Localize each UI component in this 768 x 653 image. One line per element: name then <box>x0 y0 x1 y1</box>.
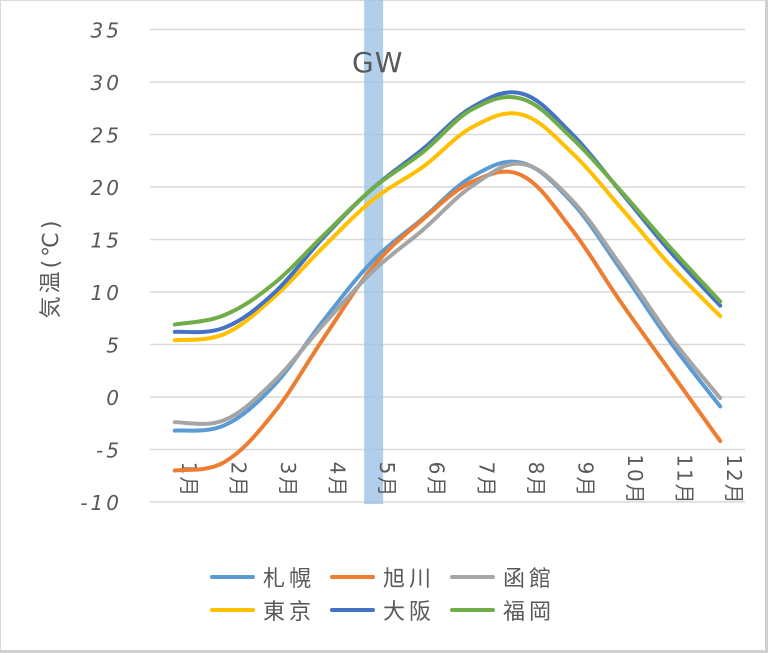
legend-row: 札幌 旭川 函館 <box>210 560 570 593</box>
gw-label: GW <box>352 46 403 79</box>
legend-label: 旭川 <box>383 566 436 592</box>
legend-swatch-icon <box>330 607 375 612</box>
y-tick-label: 15 <box>91 229 122 253</box>
legend-swatch-icon <box>450 607 495 612</box>
y-tick-label: -5 <box>96 439 122 463</box>
x-tick-label: 12月 <box>722 454 746 505</box>
legend-item: 札幌 <box>210 561 330 593</box>
x-tick-label: 4月 <box>326 462 350 499</box>
x-tick-label: 11月 <box>673 454 697 505</box>
x-tick-label: 6月 <box>425 462 449 499</box>
x-axis-ticks: 1月 2月 3月 4月 5月 6月 7月 8月 9月 10月 11月 12月 <box>177 454 746 505</box>
x-tick-label: 7月 <box>474 462 498 499</box>
frame-edge-bottom <box>0 650 768 653</box>
legend-swatch-icon <box>330 574 375 579</box>
gw-band <box>364 0 384 504</box>
y-axis-label: 気温(℃) <box>39 218 64 319</box>
legend-swatch-icon <box>210 607 255 612</box>
y-tick-label: 0 <box>106 386 122 410</box>
y-tick-label: 30 <box>91 71 122 95</box>
legend-label: 札幌 <box>263 566 316 592</box>
y-tick-label: 25 <box>91 124 122 148</box>
x-tick-label: 2月 <box>226 462 250 499</box>
legend-label: 東京 <box>263 599 316 625</box>
frame-edge-right <box>765 0 768 653</box>
y-tick-label: 5 <box>106 334 122 358</box>
y-tick-label: -10 <box>80 491 122 515</box>
y-axis-ticks: 35 30 25 20 15 10 5 0 -5 -10 <box>80 19 122 516</box>
legend-label: 函館 <box>503 566 556 592</box>
legend-label: 大阪 <box>383 599 436 625</box>
legend-item: 福岡 <box>450 594 570 626</box>
gridlines <box>150 28 745 503</box>
legend-row: 東京 大阪 福岡 <box>210 593 570 626</box>
legend-item: 大阪 <box>330 594 450 626</box>
y-tick-label: 35 <box>91 19 122 43</box>
x-tick-label: 8月 <box>524 462 548 499</box>
x-tick-label: 5月 <box>375 462 399 499</box>
legend-item: 函館 <box>450 561 570 593</box>
series-line-福岡 <box>172 94 723 327</box>
data-lines <box>172 90 723 473</box>
series-line-東京 <box>172 111 723 343</box>
series-line-札幌 <box>172 159 723 433</box>
y-tick-label: 20 <box>91 176 122 200</box>
x-tick-label: 1月 <box>177 462 201 499</box>
legend-item: 旭川 <box>330 561 450 593</box>
legend: 札幌 旭川 函館東京 大阪 福岡 <box>210 560 570 626</box>
x-tick-label: 3月 <box>276 462 300 499</box>
legend-swatch-icon <box>210 574 255 579</box>
series-line-旭川 <box>172 169 723 473</box>
legend-item: 東京 <box>210 594 330 626</box>
x-tick-label: 9月 <box>573 462 597 499</box>
legend-label: 福岡 <box>503 599 556 625</box>
series-line-函館 <box>172 161 723 426</box>
y-tick-label: 10 <box>91 281 122 305</box>
x-tick-label: 10月 <box>623 454 647 505</box>
legend-swatch-icon <box>450 574 495 579</box>
